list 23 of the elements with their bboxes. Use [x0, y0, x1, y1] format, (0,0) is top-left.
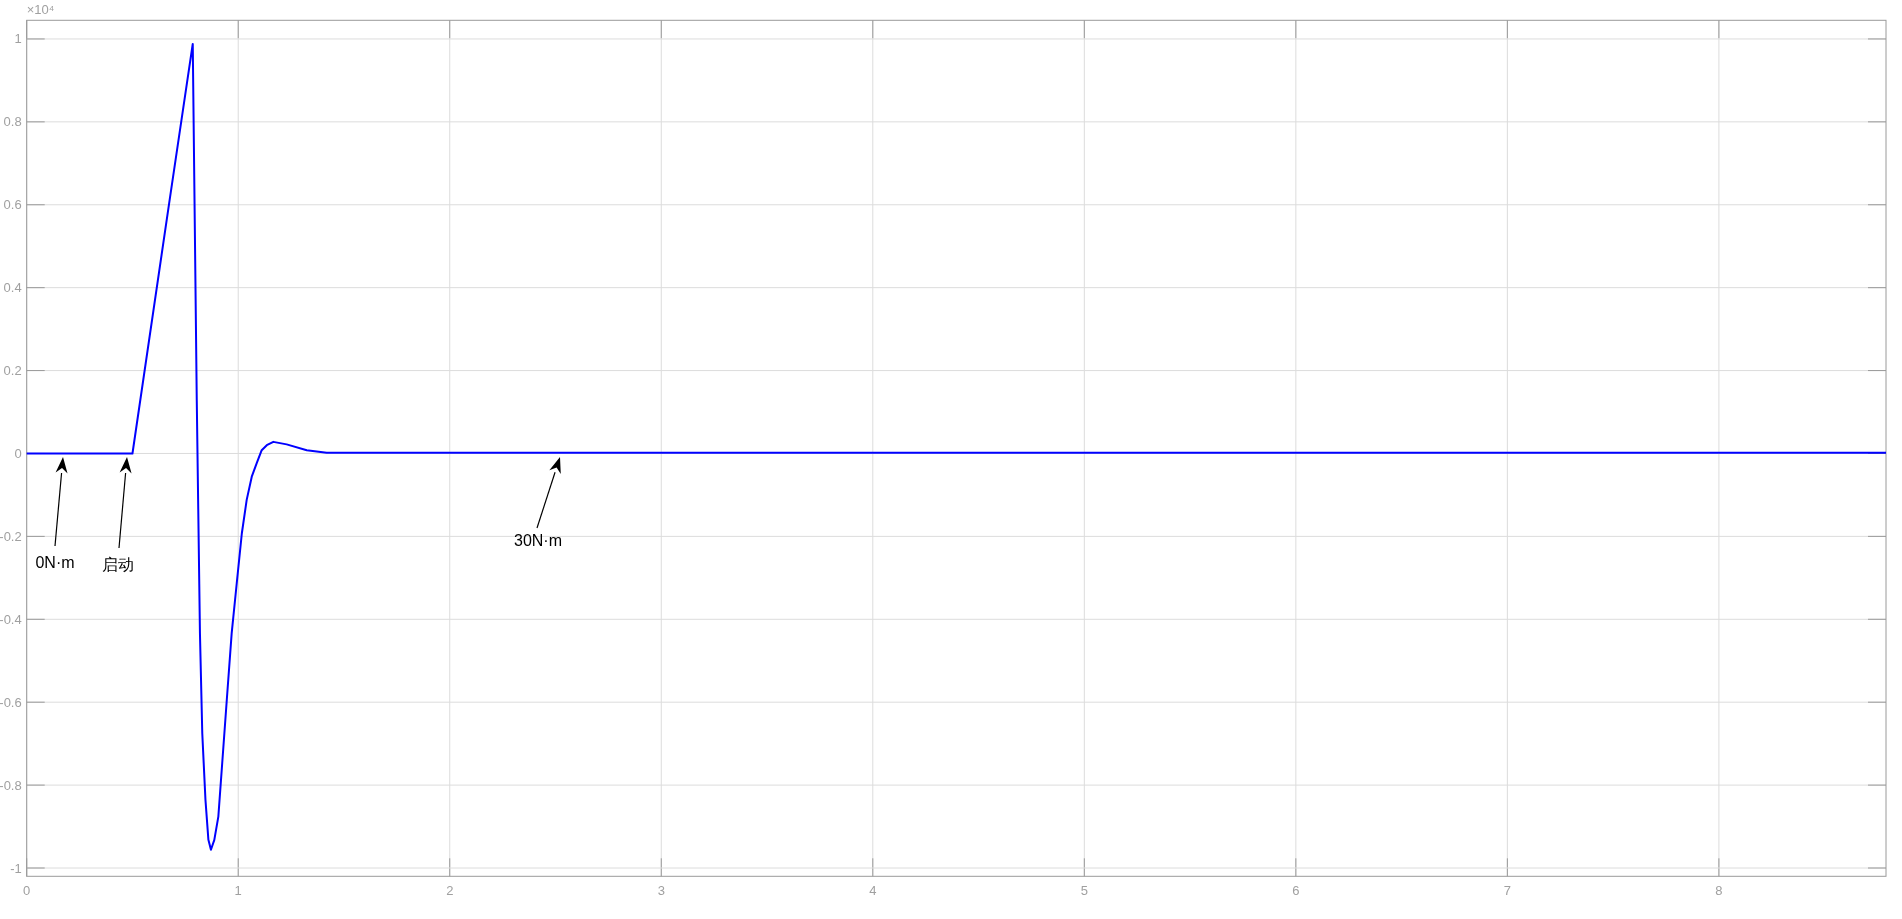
- y-tick-label: 0.4: [3, 280, 22, 296]
- annotation: 30N·m: [513, 532, 563, 549]
- x-tick-label: 5: [1080, 883, 1088, 899]
- y-tick-label: -0.8: [0, 777, 22, 793]
- x-tick-label: 6: [1292, 883, 1300, 899]
- y-tick-label: 0.6: [3, 197, 22, 213]
- text: ×10⁴: [26, 2, 55, 18]
- x-tick-label: 1: [234, 883, 242, 899]
- y-tick-label: 0.2: [3, 363, 22, 379]
- y-tick-label: 0: [14, 445, 22, 461]
- x-tick-label: 8: [1715, 883, 1723, 899]
- y-tick-label: 1: [14, 31, 22, 47]
- x-tick-label: 3: [657, 883, 665, 899]
- y-tick-label: 0.8: [3, 114, 22, 130]
- annotation: 0N·m: [35, 554, 75, 571]
- y-tick-label: -0.4: [0, 611, 22, 627]
- y-tick-label: -1: [10, 860, 22, 876]
- y-tick-label: -0.2: [0, 528, 22, 544]
- y-tick-label: -0.6: [0, 694, 22, 710]
- x-tick-label: 7: [1503, 883, 1511, 899]
- annotation: 启动: [102, 556, 134, 573]
- x-tick-label: 2: [446, 883, 454, 899]
- x-tick-label: 4: [869, 883, 877, 899]
